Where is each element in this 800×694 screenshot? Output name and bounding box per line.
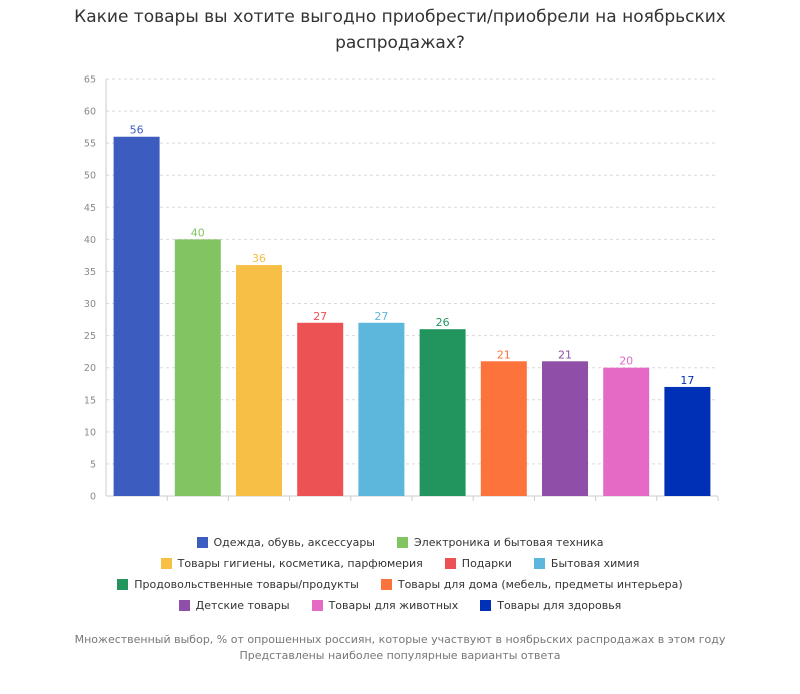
bar <box>419 329 466 496</box>
legend-swatch <box>533 558 545 569</box>
footnote-line-2: Представлены наиболее популярные вариант… <box>239 649 561 662</box>
legend-swatch <box>480 600 492 611</box>
legend-label: Товары для животных <box>328 599 459 612</box>
legend-swatch <box>117 579 129 590</box>
y-tick-label: 55 <box>84 139 96 150</box>
legend-item-household-chemicals[interactable]: Бытовая химия <box>533 557 640 570</box>
legend-swatch <box>444 558 456 569</box>
legend-item-home[interactable]: Товары для дома (мебель, предметы интерь… <box>380 578 683 591</box>
legend-label: Детские товары <box>195 599 290 612</box>
y-tick-label: 35 <box>84 267 96 278</box>
bar <box>236 265 282 496</box>
data-label: 21 <box>558 348 572 361</box>
legend-swatch <box>160 558 172 569</box>
legend-label: Электроника и бытовая техника <box>414 536 604 549</box>
data-label: 40 <box>191 226 205 239</box>
data-label: 17 <box>680 374 694 387</box>
data-label: 21 <box>497 348 511 361</box>
legend-swatch <box>397 537 408 548</box>
y-tick-label: 60 <box>84 107 96 118</box>
legend-item-cosmetics[interactable]: Товары гигиены, косметика, парфюмерия <box>160 557 423 570</box>
y-tick-label: 5 <box>90 459 96 470</box>
y-tick-label: 65 <box>84 75 96 86</box>
footnote-line-1: Множественный выбор, % от опрошенных рос… <box>74 633 726 646</box>
legend-label: Бытовая химия <box>550 557 640 570</box>
bar <box>297 322 344 496</box>
y-tick-label: 25 <box>84 331 96 342</box>
data-label: 20 <box>619 355 633 368</box>
legend: Одежда, обувь, аксессуары Электроника и … <box>40 532 760 616</box>
data-label: 27 <box>374 310 388 323</box>
legend-item-electronics[interactable]: Электроника и бытовая техника <box>397 536 603 549</box>
y-tick-label: 45 <box>84 203 96 214</box>
legend-row: Продовольственные товары/продукты Товары… <box>117 574 683 595</box>
legend-item-gifts[interactable]: Подарки <box>444 557 512 570</box>
y-tick-label: 0 <box>90 492 96 503</box>
legend-swatch <box>196 537 208 548</box>
legend-swatch <box>380 579 392 590</box>
y-tick-label: 30 <box>84 299 96 310</box>
bar <box>664 386 711 496</box>
legend-swatch <box>178 600 190 611</box>
legend-item-clothing[interactable]: Одежда, обувь, аксессуары <box>196 536 375 549</box>
y-tick-label: 20 <box>84 363 96 374</box>
legend-label: Продовольственные товары/продукты <box>134 578 359 591</box>
bar <box>113 136 160 496</box>
data-label: 27 <box>313 310 327 323</box>
legend-item-kids[interactable]: Детские товары <box>178 599 290 612</box>
legend-label: Товары для дома (мебель, предметы интерь… <box>397 578 683 591</box>
bar <box>542 361 588 496</box>
legend-swatch <box>311 600 323 611</box>
data-label: 26 <box>436 316 450 329</box>
bar <box>174 239 221 496</box>
footnote: Множественный выбор, % от опрошенных рос… <box>40 632 760 664</box>
y-tick-label: 50 <box>84 171 96 182</box>
legend-item-pets[interactable]: Товары для животных <box>311 599 459 612</box>
legend-row: Детские товары Товары для животных Товар… <box>178 595 621 616</box>
y-tick-label: 10 <box>84 427 96 438</box>
chart-title: Какие товары вы хотите выгодно приобрест… <box>74 7 726 53</box>
legend-item-food[interactable]: Продовольственные товары/продукты <box>117 578 359 591</box>
legend-label: Товары гигиены, косметика, парфюмерия <box>177 557 423 570</box>
data-label: 36 <box>252 252 266 265</box>
bar <box>480 361 527 496</box>
bar <box>603 367 650 496</box>
legend-row: Товары гигиены, косметика, парфюмерия По… <box>160 553 640 574</box>
data-label: 56 <box>130 124 144 137</box>
legend-label: Одежда, обувь, аксессуары <box>213 536 375 549</box>
legend-row: Одежда, обувь, аксессуары Электроника и … <box>196 532 603 553</box>
legend-label: Товары для здоровья <box>497 599 622 612</box>
y-tick-label: 40 <box>84 235 96 246</box>
y-tick-label: 15 <box>84 395 96 406</box>
legend-item-health[interactable]: Товары для здоровья <box>480 599 621 612</box>
bar-chart: 0 5 10 15 20 25 30 35 40 45 50 55 60 65 56 40 36 27 27 26 21… <box>84 75 719 503</box>
bar <box>358 322 405 496</box>
legend-label: Подарки <box>461 557 512 570</box>
